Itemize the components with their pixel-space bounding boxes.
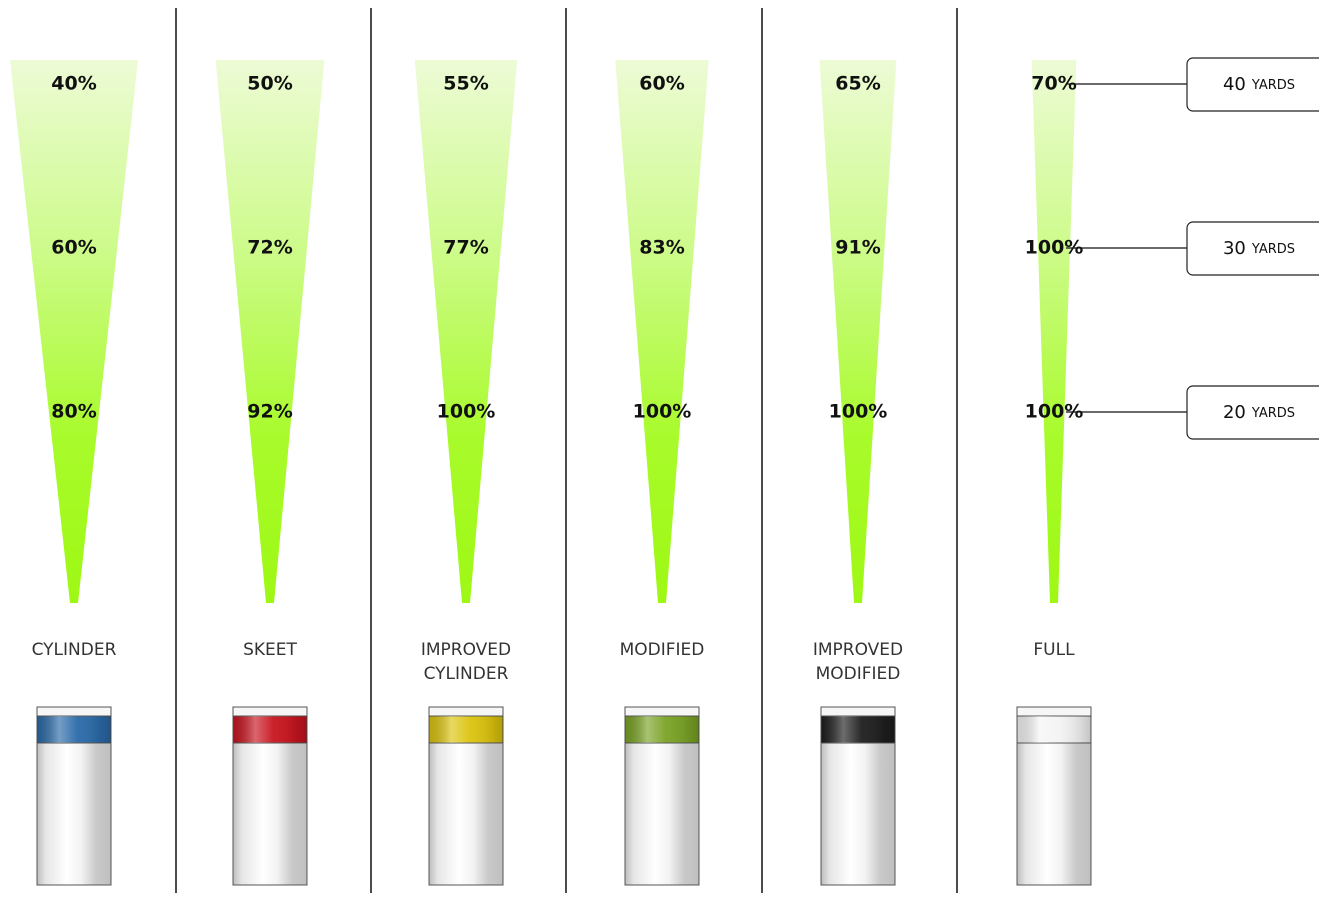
choke-name: MODIFIED — [620, 640, 705, 660]
pattern-percent: 70% — [1031, 73, 1076, 95]
distance-box — [1186, 385, 1319, 440]
choke-column: 60% 83% 100% MODIFIED — [615, 60, 709, 886]
choke-tube-icon — [624, 706, 700, 886]
shot-pattern-cone — [414, 60, 518, 603]
pattern-percent: 91% — [835, 237, 880, 259]
pattern-percent: 100% — [1025, 237, 1084, 259]
pattern-percent: 65% — [835, 73, 880, 95]
pattern-percent: 80% — [51, 401, 96, 423]
choke-column: 50% 72% 92% SKEET — [215, 60, 325, 886]
choke-name: CYLINDER — [32, 640, 117, 660]
pattern-percent: 55% — [443, 73, 488, 95]
choke-name: IMPROVED — [813, 640, 903, 660]
shot-pattern-cone — [215, 60, 325, 603]
pattern-percent: 100% — [633, 401, 692, 423]
pattern-percent: 77% — [443, 237, 488, 259]
pattern-percent: 60% — [51, 237, 96, 259]
distance-markers: 40 YARDS 30 YARDS 20 YARDS — [1066, 57, 1319, 440]
distance-marker: 20 YARDS — [1066, 385, 1319, 440]
pattern-percent: 60% — [639, 73, 684, 95]
pattern-percent: 72% — [247, 237, 292, 259]
pattern-percent: 50% — [247, 73, 292, 95]
choke-columns: 40% 60% 80% CYLINDER 50% 72% 92% SKEET 55% 77% 100… — [10, 60, 1092, 886]
pattern-percent: 100% — [829, 401, 888, 423]
choke-column: 70% 100% 100% FULL — [1016, 60, 1092, 886]
choke-column: 55% 77% 100% IMPROVED CYLINDER — [414, 60, 518, 886]
pattern-percent: 40% — [51, 73, 96, 95]
distance-box — [1186, 57, 1319, 112]
choke-column: 65% 91% 100% IMPROVED MODIFIED — [813, 60, 903, 886]
distance-marker: 30 YARDS — [1066, 221, 1319, 276]
distance-label: 20 YARDS — [1223, 402, 1295, 423]
distance-box — [1186, 221, 1319, 276]
choke-tube-icon — [1016, 706, 1092, 886]
choke-tube-icon — [820, 706, 896, 886]
distance-marker: 40 YARDS — [1066, 57, 1319, 112]
distance-label: 30 YARDS — [1223, 238, 1295, 259]
choke-name: SKEET — [243, 640, 297, 660]
pattern-percent: 92% — [247, 401, 292, 423]
shot-pattern-cone — [10, 60, 138, 603]
choke-name: FULL — [1033, 640, 1075, 660]
choke-tube-icon — [232, 706, 308, 886]
shot-pattern-cone — [819, 60, 897, 603]
choke-tube-icon — [428, 706, 504, 886]
column-dividers — [175, 8, 958, 893]
choke-name: CYLINDER — [424, 664, 509, 684]
pattern-percent: 100% — [1025, 401, 1084, 423]
pattern-percent: 100% — [437, 401, 496, 423]
shot-pattern-cone — [615, 60, 709, 603]
shot-pattern-cone — [1031, 60, 1077, 603]
pattern-percent: 83% — [639, 237, 684, 259]
choke-tube-icon — [36, 706, 112, 886]
distance-label: 40 YARDS — [1223, 74, 1295, 95]
choke-name: IMPROVED — [421, 640, 511, 660]
choke-name: MODIFIED — [816, 664, 901, 684]
choke-column: 40% 60% 80% CYLINDER — [10, 60, 138, 886]
